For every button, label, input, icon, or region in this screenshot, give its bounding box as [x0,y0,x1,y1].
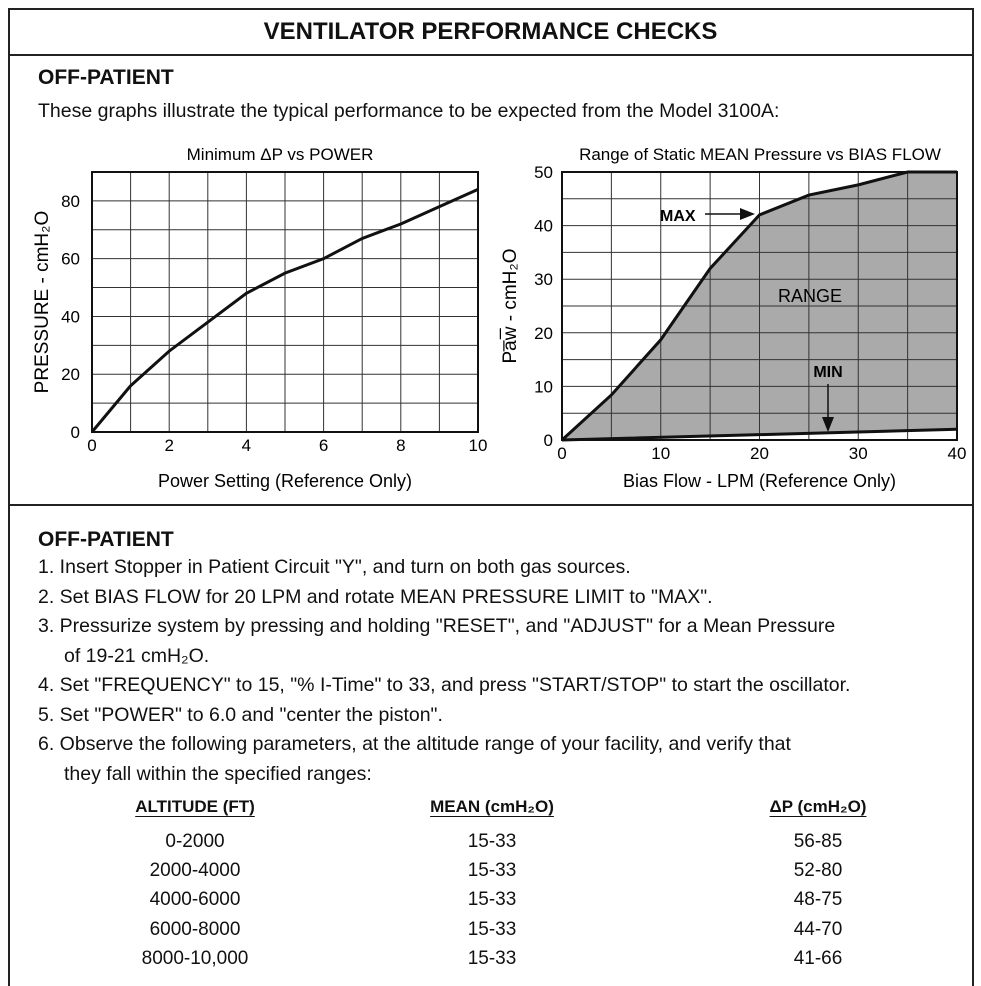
table-header: MEAN (cmH₂O) [430,797,554,816]
x-tick-label: 8 [396,436,405,455]
chart-title: Minimum ΔP vs POWER [187,145,374,164]
y-tick-label: 20 [534,324,553,343]
table-cell: 52-80 [793,860,843,882]
list-item-line: 5. Set "POWER" to 6.0 and "center the pi… [38,703,443,726]
x-tick-label: 10 [651,444,670,463]
data-line [561,427,958,442]
y-tick-label: 40 [534,217,553,236]
plot-frame [561,171,958,441]
border [8,8,974,986]
section-heading: OFF-PATIENT [38,66,174,89]
y-tick-label: 50 [534,163,553,182]
arrowhead [822,417,834,432]
y-axis-label: Pa̅w̅ - cmH₂O [500,248,521,363]
series-label: MIN [813,364,842,381]
table-cell: 41-66 [793,947,843,969]
x-tick-label: 0 [557,444,566,463]
x-tick-label: 30 [849,444,868,463]
table-cell: 8000-10,000 [141,947,249,969]
x-tick-label: 4 [242,436,251,455]
plot-frame [91,171,479,433]
y-tick-label: 20 [61,365,80,384]
table-header: ΔP (cmH₂O) [769,797,867,816]
table-cell: 4000-6000 [149,889,241,911]
series-label: MAX [660,208,696,225]
arrowhead [740,208,755,220]
list-item-line: 6. Observe the following parameters, at … [38,733,791,755]
table-cell: 6000-8000 [149,918,241,940]
charts: Minimum ΔP vs POWER Power Setting (Refere… [32,145,967,491]
x-axis-label: Power Setting (Reference Only) [158,471,412,491]
y-tick-label: 60 [61,250,80,269]
x-axis-label: Bias Flow - LPM (Reference Only) [623,471,896,491]
list-item-line: 3. Pressurize system by pressing and hol… [38,615,836,637]
data-line [560,170,957,442]
x-tick-label: 20 [750,444,769,463]
y-tick-label: 10 [534,377,553,396]
table-cell: 15-33 [467,860,517,882]
x-tick-label: 10 [469,436,488,455]
list-item-line: of 19-21 cmH₂O. [64,644,210,667]
table-cell: 15-33 [467,918,517,940]
list-item-line: 1. Insert Stopper in Patient Circuit "Y"… [38,556,631,578]
y-tick-label: 0 [71,423,80,442]
chart-title: Range of Static MEAN Pressure vs BIAS FL… [579,145,941,164]
y-tick-label: 80 [61,192,80,211]
table-header: ALTITUDE (FT) [135,797,255,816]
range-label: RANGE [778,286,842,306]
x-tick-label: 0 [87,436,96,455]
list-item-line: 2. Set BIAS FLOW for 20 LPM and rotate M… [38,585,713,608]
list-item-line: 4. Set "FREQUENCY" to 15, "% I-Time" to … [38,674,851,696]
data-line [90,187,479,433]
table-cell: 44-70 [793,918,843,940]
table-cell: 48-75 [793,889,843,911]
section-heading: OFF-PATIENT [38,528,174,551]
x-tick-label: 2 [164,436,173,455]
x-tick-label: 6 [319,436,328,455]
table-cell: 0-2000 [165,831,225,852]
y-tick-label: 0 [544,431,553,450]
x-tick-label: 40 [948,444,967,463]
table-cell: 56-85 [793,831,843,852]
table-cell: 2000-4000 [149,860,241,882]
list-item-line: they fall within the specified ranges: [64,762,372,785]
y-axis-label: PRESSURE - cmH₂O [32,211,53,394]
page-title: VENTILATOR PERFORMANCE CHECKS [263,18,718,45]
y-tick-label: 30 [534,270,553,289]
y-tick-label: 40 [61,307,80,326]
section-text: These graphs illustrate the typical perf… [38,100,780,122]
table-cell: 15-33 [467,831,517,852]
table-cell: 15-33 [467,947,517,969]
table-cell: 15-33 [467,889,517,911]
